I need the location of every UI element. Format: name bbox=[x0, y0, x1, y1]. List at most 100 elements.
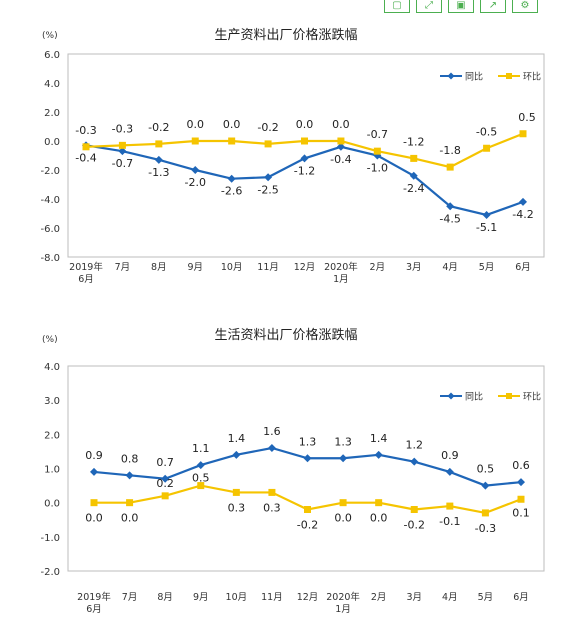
y-tick-label: -6.0 bbox=[40, 224, 60, 235]
data-point-同比 bbox=[125, 471, 134, 480]
toolbar-share-icon[interactable]: ↗ bbox=[480, 0, 506, 13]
x-tick-label: 8月 bbox=[157, 592, 173, 603]
data-point-同比 bbox=[191, 166, 200, 174]
plot-frame bbox=[67, 365, 545, 572]
x-tick-label: 12月 bbox=[294, 262, 316, 273]
x-tick-label: 11月 bbox=[257, 262, 279, 273]
data-label-环比: 0.2 bbox=[156, 477, 174, 490]
x-tick-label: 2020年 1月 bbox=[326, 591, 360, 615]
chart-svg: (%) 4.0 3.0 2.0 1.0 0.0 -1.0 -2.0 2019年 6月 7月 8月 9月 1… bbox=[40, 335, 545, 615]
x-tick-label: 2月 bbox=[371, 592, 387, 603]
y-tick-label: 4.0 bbox=[44, 362, 60, 373]
x-tick-label: 5月 bbox=[478, 592, 494, 603]
data-point-同比 bbox=[410, 457, 419, 466]
data-label-环比: 0.3 bbox=[228, 501, 246, 514]
data-point-环比 bbox=[301, 137, 308, 145]
x-tick-label: 7月 bbox=[122, 592, 138, 603]
y-tick-label: -2.0 bbox=[40, 166, 60, 177]
y-unit-label: (%) bbox=[42, 31, 58, 41]
data-label-同比: 1.4 bbox=[228, 432, 246, 445]
x-tick-label: 5月 bbox=[479, 262, 495, 273]
x-tick-label: 6月 bbox=[515, 262, 531, 273]
data-label-环比: -0.3 bbox=[112, 122, 133, 135]
data-point-同比 bbox=[517, 478, 525, 487]
data-label-同比: 1.1 bbox=[192, 442, 210, 455]
data-label-同比: 0.5 bbox=[477, 463, 495, 476]
x-tick-label: 2019年 6月 bbox=[69, 261, 103, 285]
y-tick-label: -2.0 bbox=[40, 567, 60, 578]
data-point-环比 bbox=[519, 130, 527, 138]
data-point-同比 bbox=[90, 467, 98, 476]
data-label-环比: 0.5 bbox=[192, 472, 210, 485]
x-tick-label: 3月 bbox=[406, 262, 422, 273]
legend-label: 环比 bbox=[523, 71, 541, 83]
toolbar-expand-icon[interactable]: ⤢ bbox=[416, 0, 442, 13]
data-label-同比: -1.0 bbox=[367, 162, 388, 175]
data-point-同比 bbox=[336, 142, 345, 151]
y-tick-label: 0.0 bbox=[44, 137, 60, 148]
data-point-环比 bbox=[373, 147, 381, 155]
data-label-同比: -2.6 bbox=[221, 185, 242, 198]
data-label-同比: -2.0 bbox=[185, 176, 206, 189]
data-label-环比: -1.2 bbox=[403, 135, 424, 148]
x-tick-label: 10月 bbox=[221, 262, 243, 273]
legend-marker-环比 bbox=[506, 73, 512, 79]
data-point-同比 bbox=[482, 210, 491, 219]
legend-marker-环比 bbox=[506, 393, 512, 399]
toolbar-settings-icon[interactable]: ⚙ bbox=[512, 0, 538, 13]
data-label-同比: -5.1 bbox=[476, 221, 497, 234]
data-label-同比: 0.8 bbox=[121, 452, 139, 465]
legend-marker-同比 bbox=[447, 392, 455, 400]
data-label-同比: 0.6 bbox=[512, 459, 530, 472]
x-tick-label: 3月 bbox=[406, 592, 422, 603]
data-point-环比 bbox=[191, 137, 199, 145]
data-label-环比: -0.1 bbox=[439, 515, 460, 528]
living-materials-chart: 生活资料出厂价格涨跌幅 (%) 4.0 3.0 2.0 1.0 0.0 -1.0 -2.0 20… bbox=[0, 318, 572, 618]
data-label-环比: 0.5 bbox=[518, 111, 536, 124]
y-tick-label: 2.0 bbox=[44, 108, 60, 119]
y-tick-label: 3.0 bbox=[44, 396, 60, 407]
y-tick-label: 0.0 bbox=[44, 499, 60, 510]
data-label-环比: 0.0 bbox=[121, 512, 139, 525]
data-label-同比: -1.3 bbox=[148, 166, 169, 179]
data-label-同比: -2.4 bbox=[403, 182, 424, 195]
data-point-同比 bbox=[339, 454, 348, 463]
data-label-环比: 0.0 bbox=[334, 512, 352, 525]
data-point-环比 bbox=[232, 488, 240, 496]
x-tick-label: 6月 bbox=[513, 592, 529, 603]
legend-marker-同比 bbox=[447, 72, 455, 80]
data-point-环比 bbox=[446, 163, 454, 171]
data-label-环比: 0.0 bbox=[223, 118, 241, 131]
data-point-同比 bbox=[154, 155, 163, 164]
data-point-环比 bbox=[126, 499, 134, 507]
x-tick-label: 2月 bbox=[370, 262, 386, 273]
x-tick-label: 4月 bbox=[442, 262, 458, 273]
chart-svg: (%) 6.0 4.0 2.0 0.0 -2.0 -4.0 -6.0 -8.0 2019年 6月 7月… bbox=[40, 31, 545, 285]
data-point-环比 bbox=[337, 137, 345, 145]
data-label-同比: 0.7 bbox=[156, 456, 174, 469]
data-point-同比 bbox=[445, 467, 454, 476]
data-point-环比 bbox=[90, 499, 98, 507]
x-tick-label: 9月 bbox=[187, 262, 203, 273]
data-point-环比 bbox=[197, 482, 205, 490]
data-point-同比 bbox=[196, 461, 205, 470]
data-point-同比 bbox=[264, 173, 273, 182]
data-point-同比 bbox=[374, 450, 383, 459]
data-label-环比: -0.2 bbox=[404, 519, 425, 532]
x-tick-label: 9月 bbox=[193, 592, 209, 603]
legend-label: 同比 bbox=[465, 391, 483, 403]
data-point-环比 bbox=[228, 137, 236, 145]
chart-title: 生产资料出厂价格涨跌幅 bbox=[214, 28, 358, 43]
data-point-同比 bbox=[161, 474, 170, 483]
y-tick-label: 2.0 bbox=[44, 430, 60, 441]
data-point-同比 bbox=[232, 450, 241, 459]
production-materials-chart: 生产资料出厂价格涨跌幅 (%) 6.0 4.0 2.0 0.0 -2.0 -4.0 -6.0 -… bbox=[0, 14, 572, 314]
toolbar-doc-icon[interactable]: ▢ bbox=[384, 0, 410, 13]
toolbar-save-icon[interactable]: ▣ bbox=[448, 0, 474, 13]
data-label-环比: 0.0 bbox=[332, 118, 350, 131]
x-tick-label: 4月 bbox=[442, 592, 458, 603]
data-label-同比: 1.3 bbox=[299, 435, 317, 448]
data-label-同比: -1.2 bbox=[294, 164, 315, 177]
data-label-环比: -0.2 bbox=[257, 121, 278, 134]
data-label-同比: -4.2 bbox=[512, 208, 533, 221]
